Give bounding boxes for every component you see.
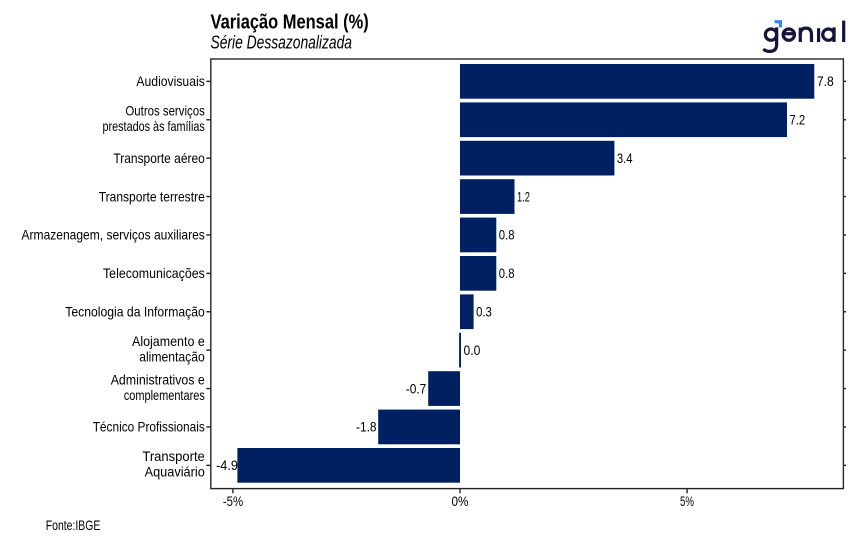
svg-text:-1.8: -1.8 [356, 420, 377, 435]
svg-text:alimentação: alimentação [139, 349, 205, 364]
svg-text:0.3: 0.3 [476, 305, 492, 320]
svg-text:Variação Mensal (%): Variação Mensal (%) [211, 12, 369, 34]
svg-text:0%: 0% [452, 494, 469, 509]
svg-text:Outros serviços: Outros serviços [125, 104, 205, 119]
svg-text:0.8: 0.8 [499, 266, 515, 281]
svg-text:0.0: 0.0 [464, 343, 481, 358]
svg-text:3.4: 3.4 [617, 151, 633, 166]
svg-text:Transporte aéreo: Transporte aéreo [113, 151, 204, 166]
svg-text:Aquaviário: Aquaviário [145, 465, 205, 480]
svg-text:prestados às famílias: prestados às famílias [103, 119, 205, 134]
svg-text:Alojamento e: Alojamento e [132, 334, 205, 349]
svg-text:-0.7: -0.7 [406, 381, 427, 396]
svg-text:-4.9: -4.9 [216, 458, 238, 473]
svg-text:7.2: 7.2 [790, 113, 806, 128]
svg-text:Fonte:IBGE: Fonte:IBGE [46, 518, 101, 533]
svg-text:5%: 5% [680, 494, 694, 509]
svg-text:Série Dessazonalizada: Série Dessazonalizada [211, 33, 353, 53]
svg-text:Tecnologia da Informação: Tecnologia da Informação [65, 305, 205, 320]
svg-text:Técnico Profissionais: Técnico Profissionais [93, 420, 205, 435]
svg-text:Transporte terrestre: Transporte terrestre [99, 189, 205, 204]
svg-text:complementares: complementares [124, 388, 205, 403]
svg-text:Transporte: Transporte [142, 449, 204, 464]
svg-text:0.8: 0.8 [499, 228, 515, 243]
svg-text:7.8: 7.8 [817, 74, 834, 89]
svg-text:1.2: 1.2 [517, 189, 530, 204]
svg-text:Telecomunicações: Telecomunicações [103, 266, 205, 281]
svg-text:Audiovisuais: Audiovisuais [136, 74, 205, 89]
svg-text:Administrativos e: Administrativos e [111, 372, 205, 387]
svg-text:-5%: -5% [223, 494, 243, 509]
svg-text:Armazenagem, serviços auxiliar: Armazenagem, serviços auxiliares [22, 228, 205, 243]
